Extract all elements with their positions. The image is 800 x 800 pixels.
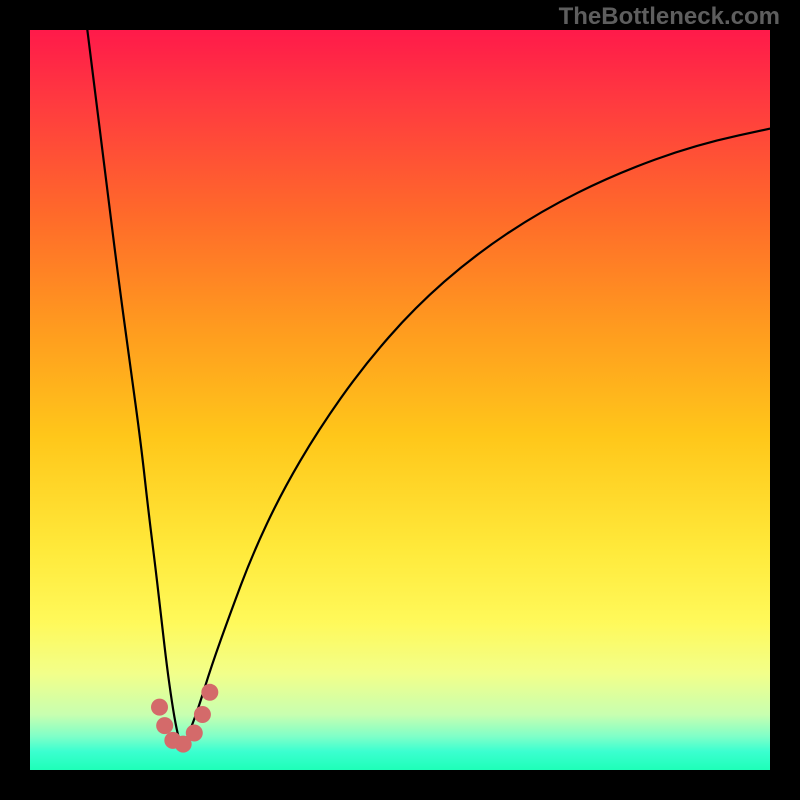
curve-marker: [151, 699, 168, 716]
gradient-background: [30, 30, 770, 770]
chart-svg: [30, 30, 770, 770]
curve-marker: [201, 684, 218, 701]
curve-marker: [156, 717, 173, 734]
curve-marker: [194, 706, 211, 723]
plot-area: [30, 30, 770, 770]
watermark-text: TheBottleneck.com: [559, 3, 780, 31]
curve-marker: [186, 725, 203, 742]
